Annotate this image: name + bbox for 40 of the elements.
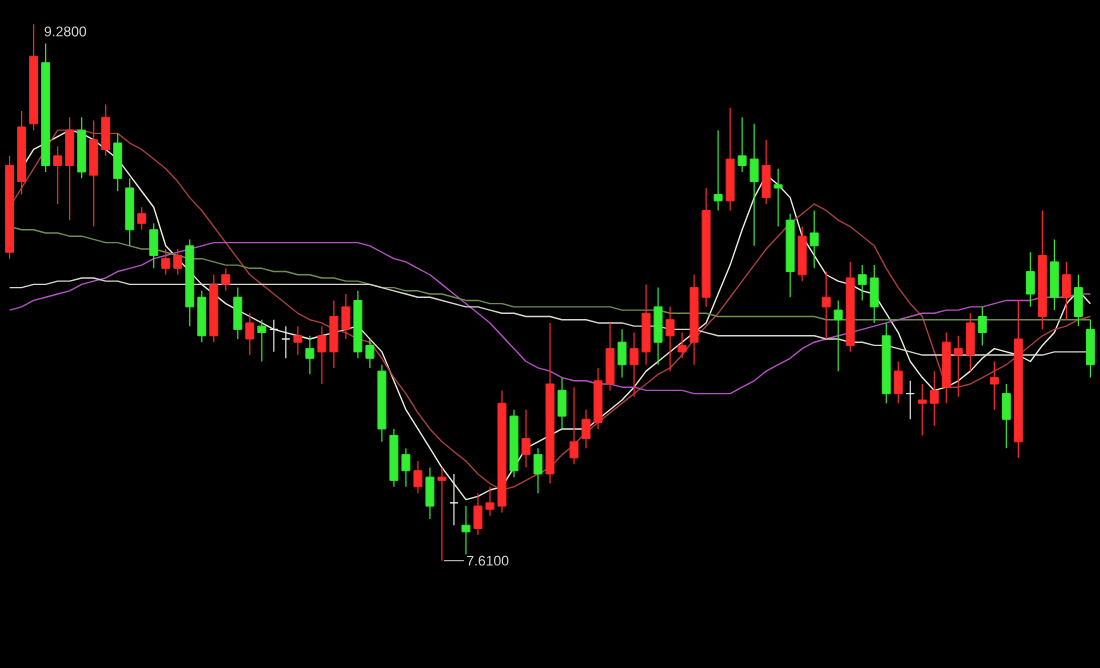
candlestick	[149, 222, 159, 269]
candlestick	[1001, 383, 1011, 449]
candlestick	[281, 325, 291, 359]
candlestick	[305, 335, 315, 375]
candlestick	[1061, 261, 1071, 321]
candlestick	[77, 116, 87, 179]
candlestick	[569, 386, 579, 465]
candlestick	[257, 319, 267, 363]
candlestick	[977, 306, 987, 347]
candlestick	[1049, 238, 1059, 311]
candlestick	[725, 107, 735, 212]
candlestick	[521, 409, 531, 469]
candlestick	[137, 206, 147, 231]
candlestick	[245, 312, 255, 356]
candlestick	[713, 129, 723, 212]
candlestick	[809, 209, 819, 269]
candlestick	[653, 286, 663, 366]
candlestick	[797, 225, 807, 282]
candlestick	[1085, 319, 1095, 379]
candlestick	[677, 331, 687, 359]
candlestick	[233, 286, 243, 340]
candlestick	[425, 466, 435, 520]
candlestick	[773, 168, 783, 228]
candlestick	[533, 447, 543, 494]
candlestick	[437, 466, 447, 562]
candlestick	[989, 360, 999, 411]
candlestick	[833, 299, 843, 372]
candlestick	[821, 270, 831, 340]
candlestick	[1025, 251, 1035, 308]
candlestick	[893, 360, 903, 404]
candlestick	[461, 505, 471, 555]
candlestick	[665, 306, 675, 372]
candlestick	[557, 376, 567, 430]
candlestick	[113, 132, 123, 192]
candlestick	[293, 325, 303, 356]
candlestick	[1073, 274, 1083, 327]
candlestick	[761, 139, 771, 205]
candlestick	[125, 177, 135, 247]
candlestick	[413, 460, 423, 494]
candlestick	[617, 328, 627, 379]
